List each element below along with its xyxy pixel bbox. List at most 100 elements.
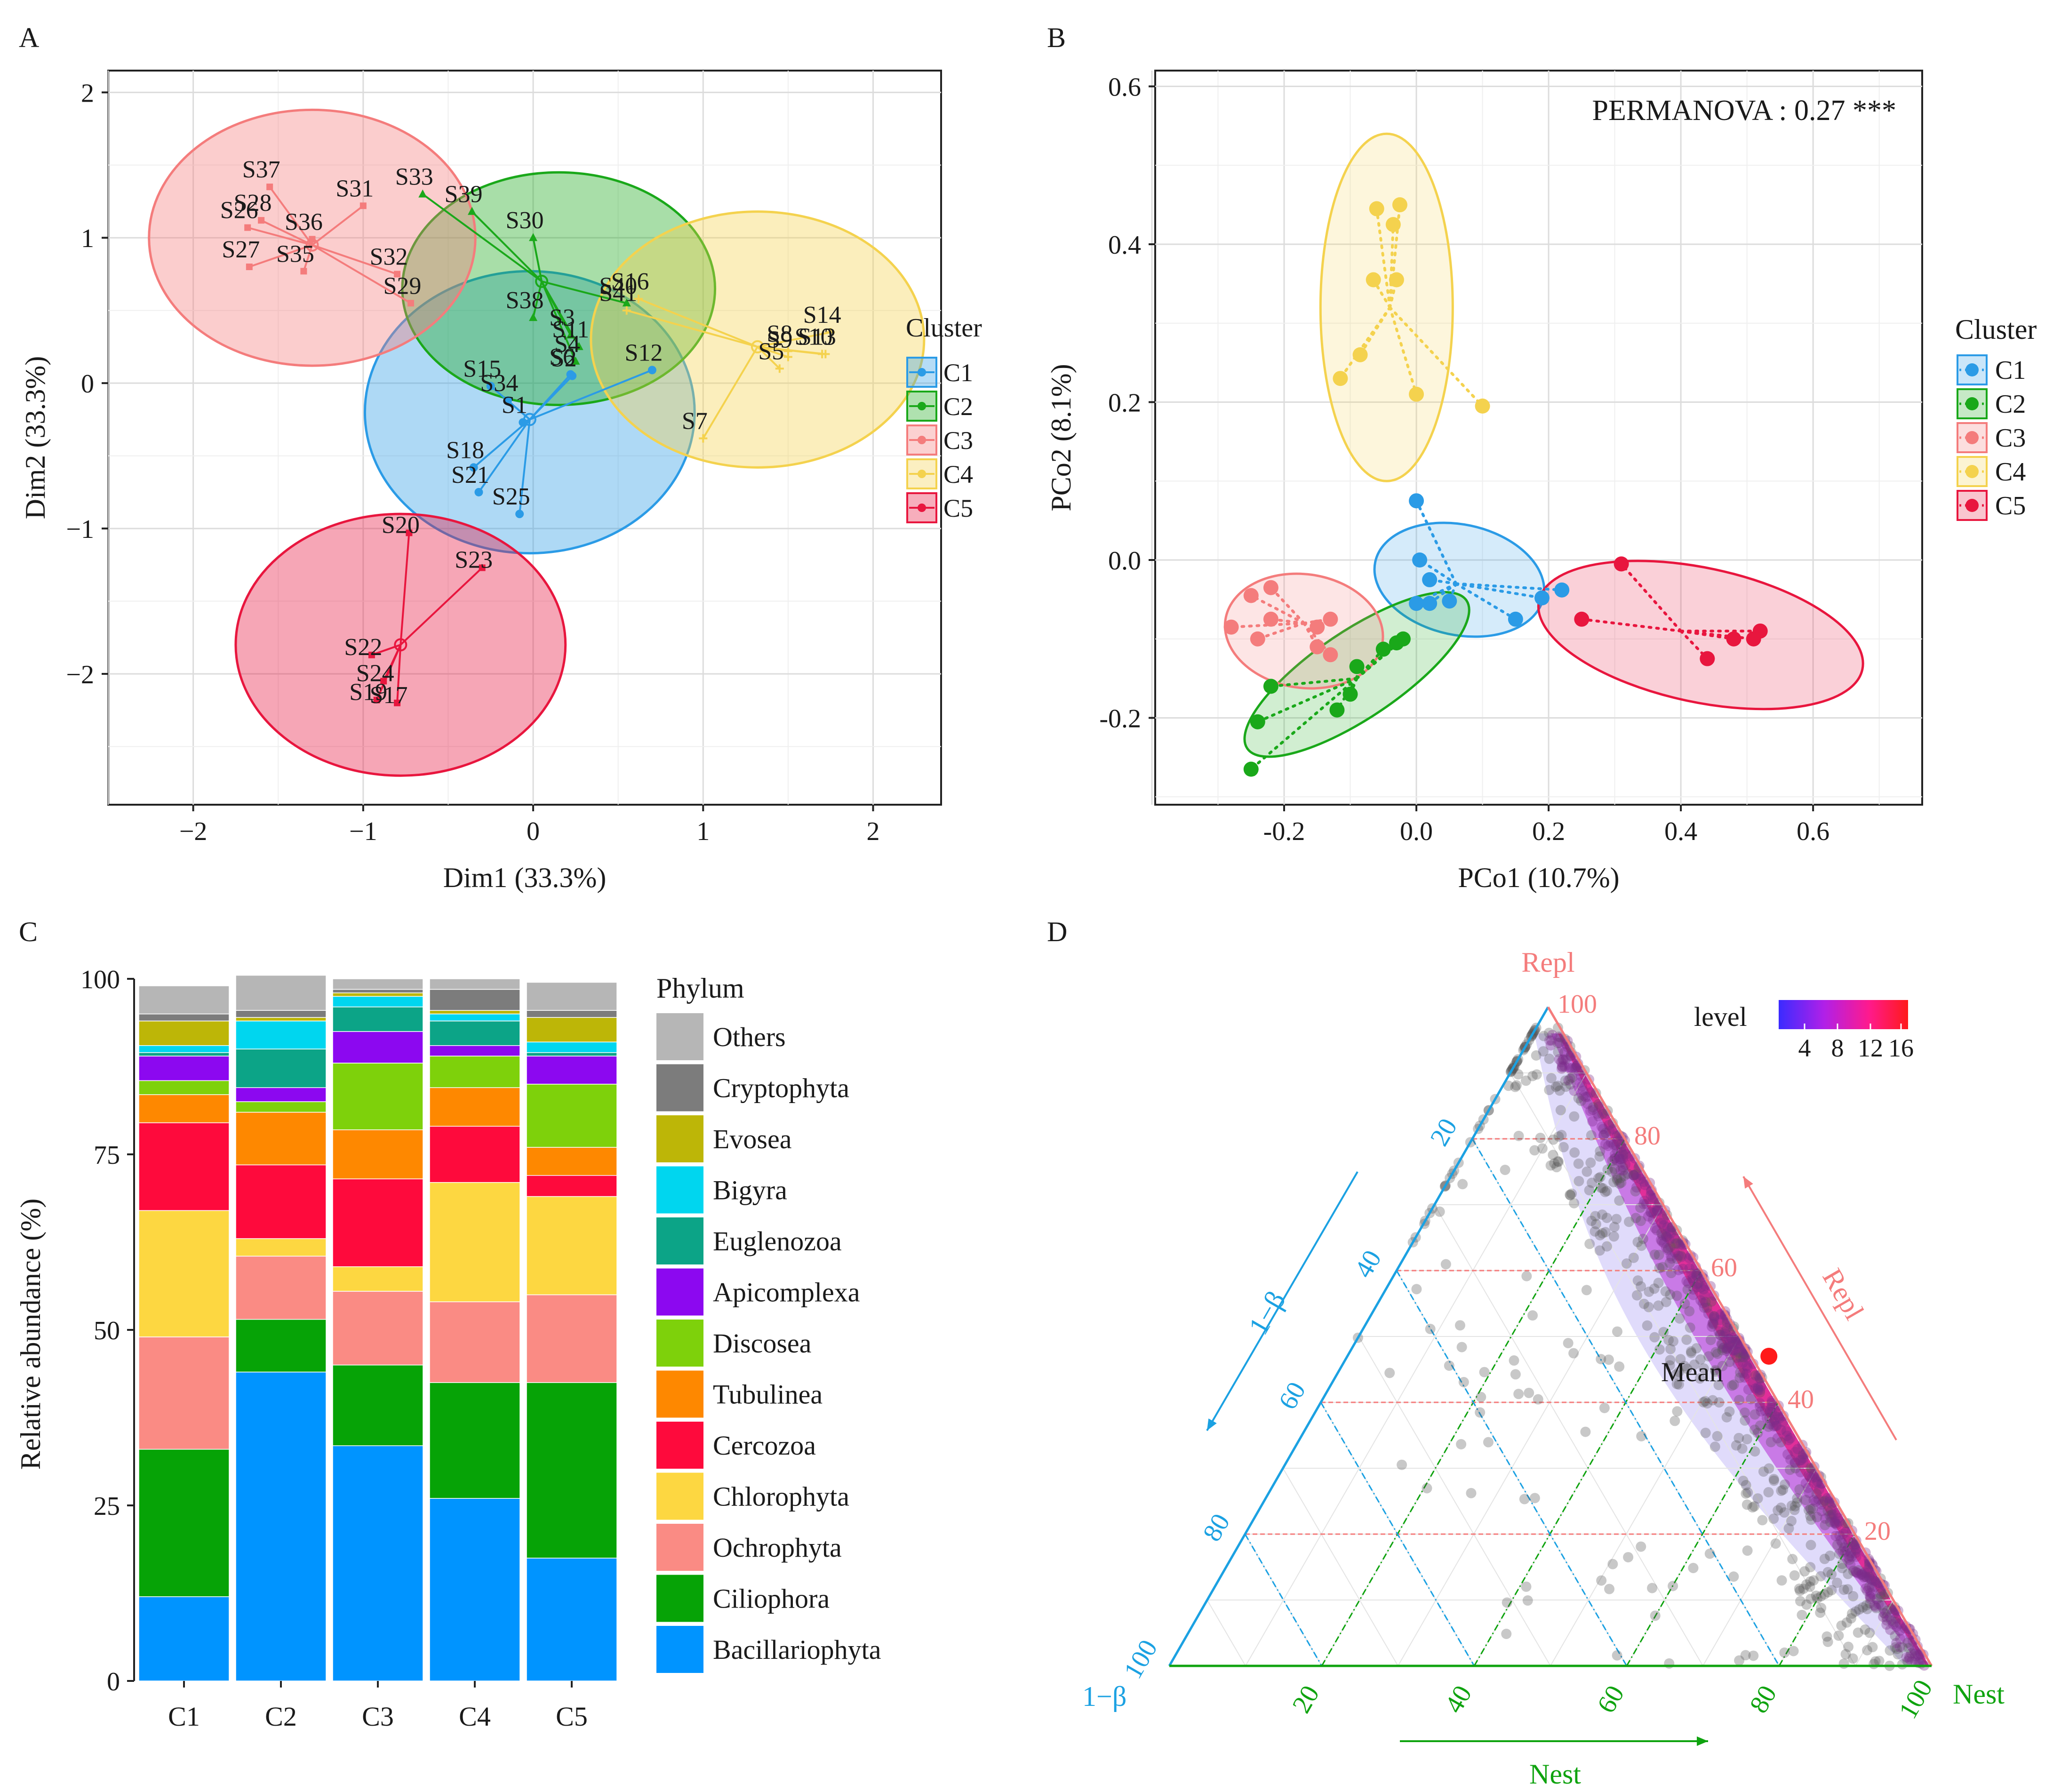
data-point [1726, 1380, 1737, 1391]
data-point [1556, 1057, 1567, 1068]
data-point [1738, 1352, 1749, 1363]
panel-a-x-axis-label: Dim1 (33.3%) [443, 862, 607, 893]
data-point [1606, 1167, 1617, 1177]
data-point [1654, 1344, 1665, 1355]
data-point [1910, 1656, 1921, 1667]
data-point [1475, 398, 1490, 414]
x-tick-label: 0.0 [1400, 817, 1433, 846]
data-point [1891, 1638, 1902, 1648]
colorbar-bar [1779, 1000, 1908, 1029]
spoke [541, 280, 627, 304]
data-point [1323, 647, 1338, 663]
data-point [1623, 1216, 1634, 1227]
point-label: S26 [220, 197, 258, 224]
data-point [1527, 1310, 1538, 1321]
spoke [532, 237, 543, 282]
category-label: C2 [265, 1701, 297, 1732]
data-point [1584, 1239, 1595, 1249]
data-point [1837, 1545, 1848, 1556]
data-point [1881, 1612, 1892, 1623]
legend-key [1957, 354, 1988, 385]
data-point [1832, 1577, 1843, 1588]
bar-segment [526, 1175, 617, 1197]
point-label: S5 [758, 338, 784, 365]
data-point [1323, 611, 1338, 627]
data-point [1727, 1344, 1738, 1355]
point-label: S7 [682, 408, 708, 435]
data-point [1782, 1449, 1793, 1460]
data-point [1544, 1035, 1555, 1046]
data-point [1590, 1226, 1600, 1237]
legend-label: Evosea [713, 1124, 792, 1154]
data-point [1805, 1463, 1816, 1473]
data-point [1811, 1591, 1821, 1601]
data-point [1537, 1143, 1548, 1154]
data-point [1804, 1470, 1814, 1481]
point-label: S36 [285, 208, 323, 235]
data-point [1733, 1358, 1743, 1369]
data-point [1860, 1583, 1871, 1594]
data-point [1573, 1158, 1584, 1169]
data-point [1681, 1276, 1692, 1287]
data-point [1612, 1173, 1622, 1184]
data-point [1913, 1650, 1924, 1661]
panel-c-legend-title: Phylum [656, 973, 744, 1004]
data-point [1875, 1588, 1886, 1599]
data-point [566, 330, 575, 339]
data-point [1563, 1075, 1574, 1086]
data-point [1781, 1431, 1792, 1441]
data-point [1700, 651, 1715, 666]
data-point [1800, 1478, 1811, 1489]
bar-segment [526, 1010, 617, 1018]
ternary-frame [1168, 1006, 1933, 1667]
data-point [1538, 1031, 1549, 1041]
data-point [1656, 1218, 1667, 1229]
data-point [1614, 1195, 1625, 1206]
data-point [1554, 1037, 1565, 1048]
data-point [1554, 1054, 1565, 1064]
y-tick-label: 0 [81, 369, 94, 399]
data-point [1636, 1431, 1647, 1441]
point-label: S23 [455, 546, 493, 573]
bar-segment [429, 1013, 520, 1022]
data-point [1757, 1515, 1768, 1526]
data-point [1789, 1456, 1800, 1467]
data-point [1821, 1631, 1832, 1642]
data-point [1698, 1284, 1709, 1295]
data-point [1618, 1162, 1629, 1173]
data-point [469, 463, 478, 472]
data-point [1660, 1229, 1671, 1240]
nest-tick-label: 60 [1592, 1680, 1630, 1718]
data-point [1425, 1324, 1436, 1335]
data-point [1529, 1145, 1540, 1156]
legend-label: C5 [1995, 491, 2026, 520]
data-point [1788, 1646, 1799, 1656]
data-point [1310, 639, 1325, 655]
bar-segment [526, 1056, 617, 1085]
data-point [1692, 1282, 1702, 1293]
data-point [1796, 1455, 1806, 1465]
repl-tick-label: 40 [1788, 1385, 1814, 1414]
data-point [1780, 1479, 1790, 1490]
beta-tick-label: 60 [1273, 1377, 1312, 1414]
data-point [1901, 1621, 1911, 1632]
data-point [1912, 1641, 1923, 1652]
spoke [1269, 677, 1358, 688]
data-point [1734, 1335, 1745, 1346]
panel-b-legend: Cluster C1 C2 C3 C4 C5 [1955, 314, 2037, 521]
data-point [1630, 1169, 1641, 1180]
data-point [1843, 1536, 1854, 1547]
data-point [1612, 1130, 1622, 1141]
data-point [1836, 1620, 1847, 1631]
beta-tick-label: 20 [1425, 1113, 1463, 1151]
data-point [1595, 1172, 1606, 1183]
y-tick-label: 75 [94, 1141, 120, 1170]
panel-a-plot-frame [107, 70, 942, 806]
data-point [1422, 1483, 1432, 1494]
data-point [1720, 1326, 1731, 1337]
ternary-bottom-arrow-label: Nest [1529, 1759, 1581, 1790]
point-label: S21 [451, 462, 489, 488]
data-point [1596, 1354, 1606, 1365]
data-point [1691, 1343, 1702, 1354]
category-label: C3 [362, 1701, 394, 1732]
